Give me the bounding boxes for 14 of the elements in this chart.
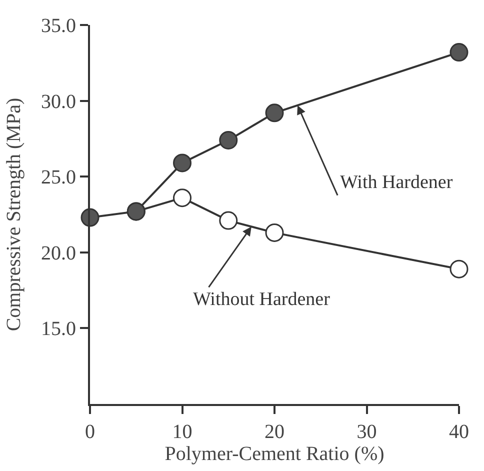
y-tick-label: 30.0	[41, 90, 76, 113]
x-tick-label: 20	[264, 421, 284, 443]
x-tick-label: 30	[356, 421, 377, 443]
y-tick-label: 35.0	[41, 15, 76, 37]
x-tick-label: 10	[172, 421, 192, 443]
y-tick-label: 15.0	[41, 318, 76, 340]
y-tick-label: 25.0	[41, 166, 76, 189]
y-tick-label: 20.0	[41, 242, 76, 264]
annotation: With Hardener	[340, 172, 454, 193]
annotation: Without Hardener	[193, 289, 331, 310]
y-axis-title: Compressive Strength (MPa)	[3, 98, 25, 332]
x-tick-label: 40	[449, 421, 469, 443]
x-tick-label: 0	[85, 421, 95, 443]
x-axis-title: Polymer-Cement Ratio (%)	[164, 443, 384, 465]
